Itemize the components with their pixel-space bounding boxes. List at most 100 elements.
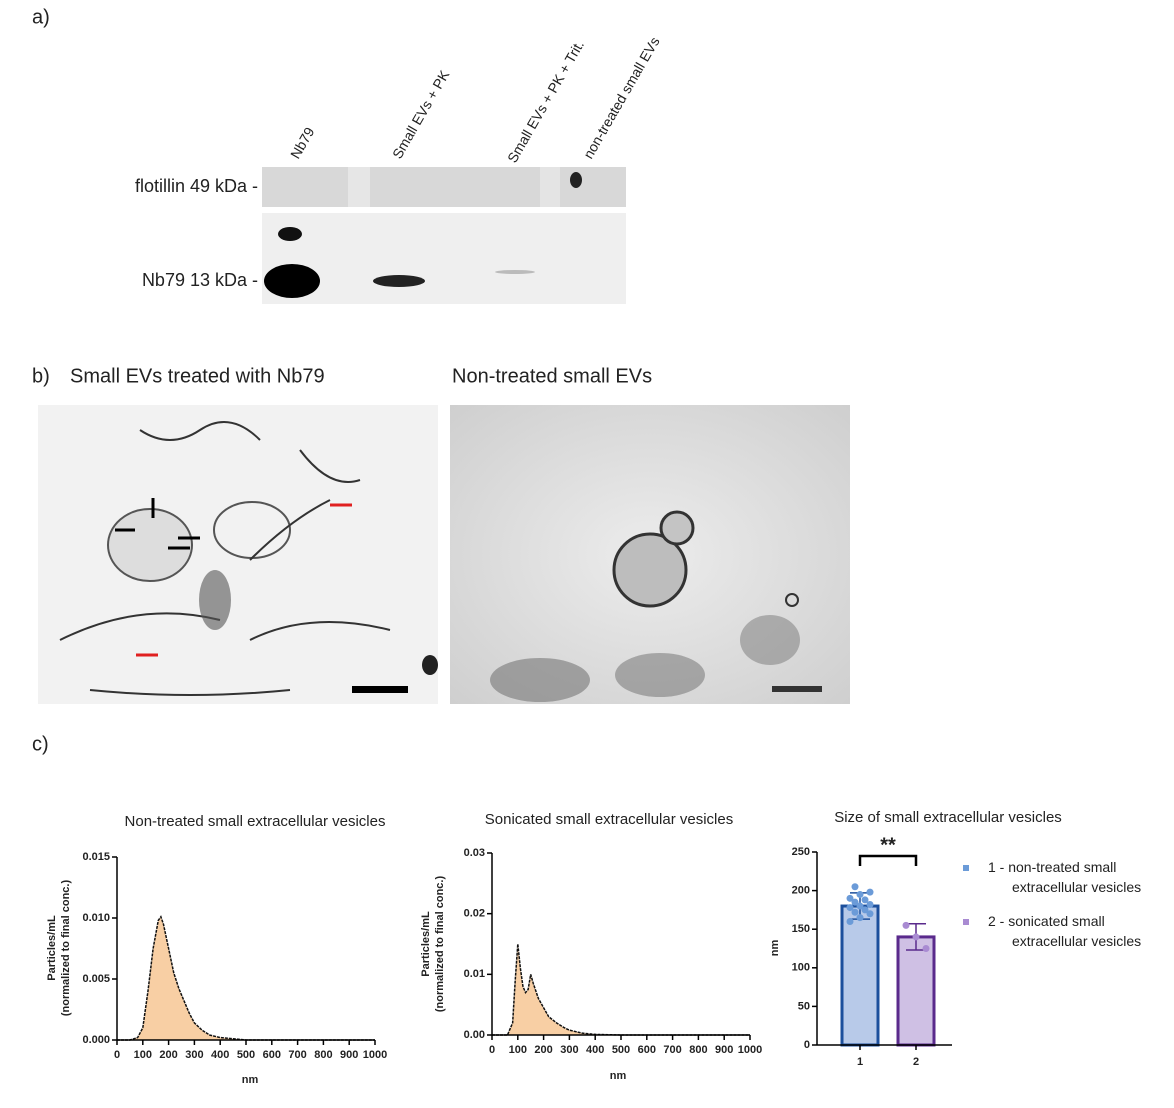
blot-band (570, 172, 582, 188)
x-tick-label: 800 (689, 1044, 707, 1056)
chart-title: Sonicated small extracellular vesicles (485, 811, 733, 828)
y-tick-label: 250 (792, 846, 810, 858)
y-axis-label: (normalized to final conc.) (60, 880, 72, 1017)
data-point (861, 896, 869, 904)
y-tick-label: 200 (792, 885, 810, 897)
blot-strip (262, 213, 626, 304)
x-tick-label: 300 (185, 1049, 203, 1061)
data-point (856, 902, 864, 910)
y-axis-label: Particles/mL (420, 911, 432, 977)
legend-line: extracellular vesicles (1012, 879, 1141, 895)
data-point (851, 883, 859, 891)
y-tick-label: 50 (798, 1000, 810, 1012)
y-axis-label: nm (769, 940, 781, 957)
y-tick-label: 0.005 (82, 973, 110, 985)
panel-label: a) (32, 6, 50, 28)
micrograph-left (38, 405, 438, 704)
blot-strip (262, 167, 626, 207)
data-point (856, 914, 864, 922)
x-tick-label: 200 (534, 1044, 552, 1056)
data-point (866, 900, 874, 908)
chart-title: Non-treated small extracellular vesicles (125, 813, 386, 830)
x-tick-label: 400 (211, 1049, 229, 1061)
data-point (861, 906, 869, 914)
x-tick-label: 100 (134, 1049, 152, 1061)
blot-row-label: Nb79 13 kDa - (142, 270, 258, 290)
legend-line: extracellular vesicles (1012, 933, 1141, 949)
x-tick-label: 800 (314, 1049, 332, 1061)
blot-artifact (348, 167, 370, 207)
data-point (846, 904, 854, 912)
data-point (866, 910, 874, 918)
legend-line: 1 - non-treated small (988, 859, 1116, 875)
legend-marker (963, 919, 969, 925)
y-tick-label: 0.03 (464, 847, 485, 859)
bar (896, 935, 936, 1047)
panel-label: c) (32, 733, 49, 755)
blot-band (495, 270, 535, 274)
data-point (846, 894, 854, 902)
y-tick-label: 0.01 (464, 968, 485, 980)
y-tick-label: 0.00 (464, 1029, 485, 1041)
y-tick-label: 0.000 (82, 1034, 110, 1046)
x-tick-label: 1000 (363, 1049, 387, 1061)
data-point (846, 917, 854, 925)
lane-label: non-treated small EVs (580, 34, 663, 161)
data-point (922, 945, 930, 952)
x-tick-label: 600 (638, 1044, 656, 1056)
y-tick-label: 150 (792, 923, 810, 935)
micrograph-title: Non-treated small EVs (452, 365, 652, 387)
micrograph-right (450, 405, 850, 704)
legend-entry: 1 - non-treated small extracellular vesic… (988, 859, 1141, 895)
x-tick-label: 600 (263, 1049, 281, 1061)
y-tick-label: 0.015 (82, 851, 110, 863)
data-point (912, 933, 920, 941)
x-tick-label: 0 (489, 1044, 495, 1056)
x-tick-label: 900 (340, 1049, 358, 1061)
y-tick-label: 0.010 (82, 912, 110, 924)
legend-line: 2 - sonicated small (988, 913, 1105, 929)
significance-bracket (858, 854, 918, 866)
data-point (851, 908, 859, 916)
bar (840, 904, 880, 1047)
blot-band (278, 227, 302, 241)
lane-label: Small EVs + PK (389, 67, 453, 161)
blot-band (373, 275, 425, 287)
lane-label: Small EVs + PK + Trit. (504, 37, 587, 165)
micrograph-title: Small EVs treated with Nb79 (70, 365, 325, 387)
blot-artifact (540, 167, 560, 207)
line (492, 943, 750, 1036)
data-point (856, 890, 864, 898)
area (117, 916, 375, 1040)
line (117, 915, 375, 1041)
x-axis-label: nm (610, 1070, 627, 1082)
x-tick-label: 1 (857, 1056, 863, 1068)
chart-title: Size of small extracellular vesicles (834, 809, 1062, 826)
y-axis-label: Particles/mL (46, 915, 58, 981)
data-point (866, 888, 874, 896)
y-axis-label: (normalized to final conc.) (434, 876, 446, 1013)
x-tick-label: 200 (159, 1049, 177, 1061)
x-tick-label: 400 (586, 1044, 604, 1056)
x-tick-label: 500 (612, 1044, 630, 1056)
x-axis-label: nm (242, 1074, 259, 1086)
y-tick-label: 0.02 (464, 908, 485, 920)
data-point (851, 898, 859, 906)
annotation: ** (880, 834, 896, 856)
x-tick-label: 500 (237, 1049, 255, 1061)
lane-label: Nb79 (287, 124, 318, 161)
x-tick-label: 700 (663, 1044, 681, 1056)
legend-entry: 2 - sonicated small extracellular vesicle… (988, 913, 1141, 949)
data-point (902, 921, 910, 929)
x-tick-label: 1000 (738, 1044, 762, 1056)
legend-marker (963, 865, 969, 871)
x-tick-label: 2 (913, 1056, 919, 1068)
blot-lane-labels: Nb79 Small EVs + PK Small EVs + PK + Tri… (287, 34, 663, 165)
blot-row-label: flotillin 49 kDa - (135, 176, 258, 196)
panel-label: b) (32, 365, 50, 387)
x-tick-label: 300 (560, 1044, 578, 1056)
blot-band (264, 264, 320, 298)
x-tick-label: 700 (288, 1049, 306, 1061)
